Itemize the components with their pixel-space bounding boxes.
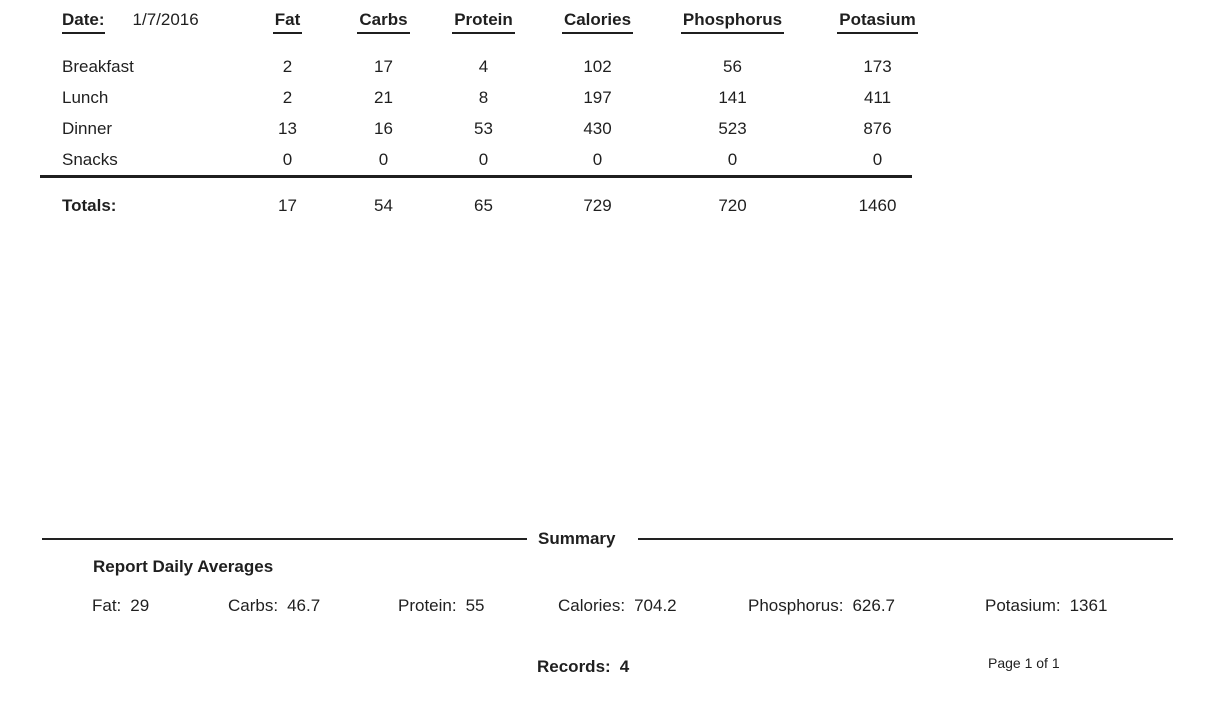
cell-value: 56 <box>723 56 742 76</box>
cell-value: 0 <box>872 149 883 169</box>
cell-value: 0 <box>378 149 389 169</box>
average-label: Carbs: <box>228 596 279 615</box>
summary-title: Summary <box>538 529 616 548</box>
average-calories: Calories: 704.2 <box>558 596 677 616</box>
average-value: 1361 <box>1069 596 1108 615</box>
cell-value: 876 <box>863 118 892 138</box>
column-header-potasium: Potasium <box>837 10 918 34</box>
summary-line-right <box>638 538 1173 540</box>
average-fat: Fat: 29 <box>92 596 149 616</box>
average-protein: Protein: 55 <box>398 596 485 616</box>
cell-value: 21 <box>374 87 393 107</box>
cell-value: 523 <box>718 118 747 138</box>
records-label: Records: <box>537 657 611 676</box>
total-value: 720 <box>718 195 747 215</box>
average-label: Phosphorus: <box>748 596 844 615</box>
cell-value: 16 <box>374 118 393 138</box>
cell-value: 197 <box>583 87 612 107</box>
average-label: Calories: <box>558 596 626 615</box>
average-value: 55 <box>465 596 485 615</box>
averages-heading: Report Daily Averages <box>93 557 274 576</box>
row-label: Dinner <box>62 118 113 138</box>
cell-value: 8 <box>478 87 489 107</box>
cell-value: 0 <box>592 149 603 169</box>
total-value: 17 <box>278 195 297 215</box>
column-header-protein: Protein <box>452 10 515 34</box>
cell-value: 2 <box>282 87 293 107</box>
average-value: 704.2 <box>634 596 677 615</box>
total-value: 1460 <box>858 195 897 215</box>
cell-value: 53 <box>474 118 493 138</box>
cell-value: 173 <box>863 56 892 76</box>
average-value: 626.7 <box>852 596 895 615</box>
records-value: 4 <box>619 657 630 676</box>
summary-line-left <box>42 538 527 540</box>
column-header-calories: Calories <box>561 10 634 34</box>
date-label: Date: <box>62 10 105 34</box>
average-phosphorus: Phosphorus: 626.7 <box>748 596 895 616</box>
page-number: Page 1 of 1 <box>988 655 1060 671</box>
row-label: Snacks <box>62 149 118 169</box>
cell-value: 0 <box>282 149 293 169</box>
cell-value: 141 <box>718 87 747 107</box>
table-header-row: Date: 1/7/2016 Fat Carbs Protein Calorie… <box>55 10 950 51</box>
table-row-breakfast: Breakfast 2 17 4 102 56 173 <box>55 51 950 82</box>
column-header-fat: Fat <box>272 10 303 34</box>
totals-label: Totals: <box>62 195 117 215</box>
average-value: 46.7 <box>287 596 321 615</box>
cell-value: 411 <box>863 87 892 107</box>
table-row-dinner: Dinner 13 16 53 430 523 876 <box>55 113 950 144</box>
average-label: Potasium: <box>985 596 1061 615</box>
totals-divider-line <box>40 175 912 178</box>
cell-value: 0 <box>727 149 738 169</box>
date-value: 1/7/2016 <box>132 10 199 29</box>
total-value: 54 <box>374 195 393 215</box>
average-label: Protein: <box>398 596 457 615</box>
table-row-lunch: Lunch 2 21 8 197 141 411 <box>55 82 950 113</box>
cell-value: 13 <box>278 118 297 138</box>
summary-divider: Summary <box>42 529 1173 548</box>
table-totals-row: Totals: 17 54 65 729 720 1460 <box>55 178 950 221</box>
average-value: 29 <box>130 596 150 615</box>
cell-value: 2 <box>282 56 293 76</box>
total-value: 729 <box>583 195 612 215</box>
column-header-carbs: Carbs <box>357 10 410 34</box>
cell-value: 102 <box>583 56 612 76</box>
cell-value: 4 <box>478 56 489 76</box>
row-label: Breakfast <box>62 56 134 76</box>
cell-value: 17 <box>374 56 393 76</box>
row-label: Lunch <box>62 87 109 107</box>
average-carbs: Carbs: 46.7 <box>228 596 320 616</box>
date-header-cell: Date: 1/7/2016 <box>55 10 240 34</box>
daily-nutrition-table: Date: 1/7/2016 Fat Carbs Protein Calorie… <box>40 10 950 221</box>
average-potasium: Potasium: 1361 <box>985 596 1107 616</box>
column-header-phosphorus: Phosphorus <box>680 10 785 34</box>
table-row-snacks: Snacks 0 0 0 0 0 0 <box>55 144 950 175</box>
cell-value: 430 <box>583 118 612 138</box>
records-count: Records: 4 <box>537 657 629 677</box>
cell-value: 0 <box>478 149 489 169</box>
total-value: 65 <box>474 195 493 215</box>
average-label: Fat: <box>92 596 122 615</box>
